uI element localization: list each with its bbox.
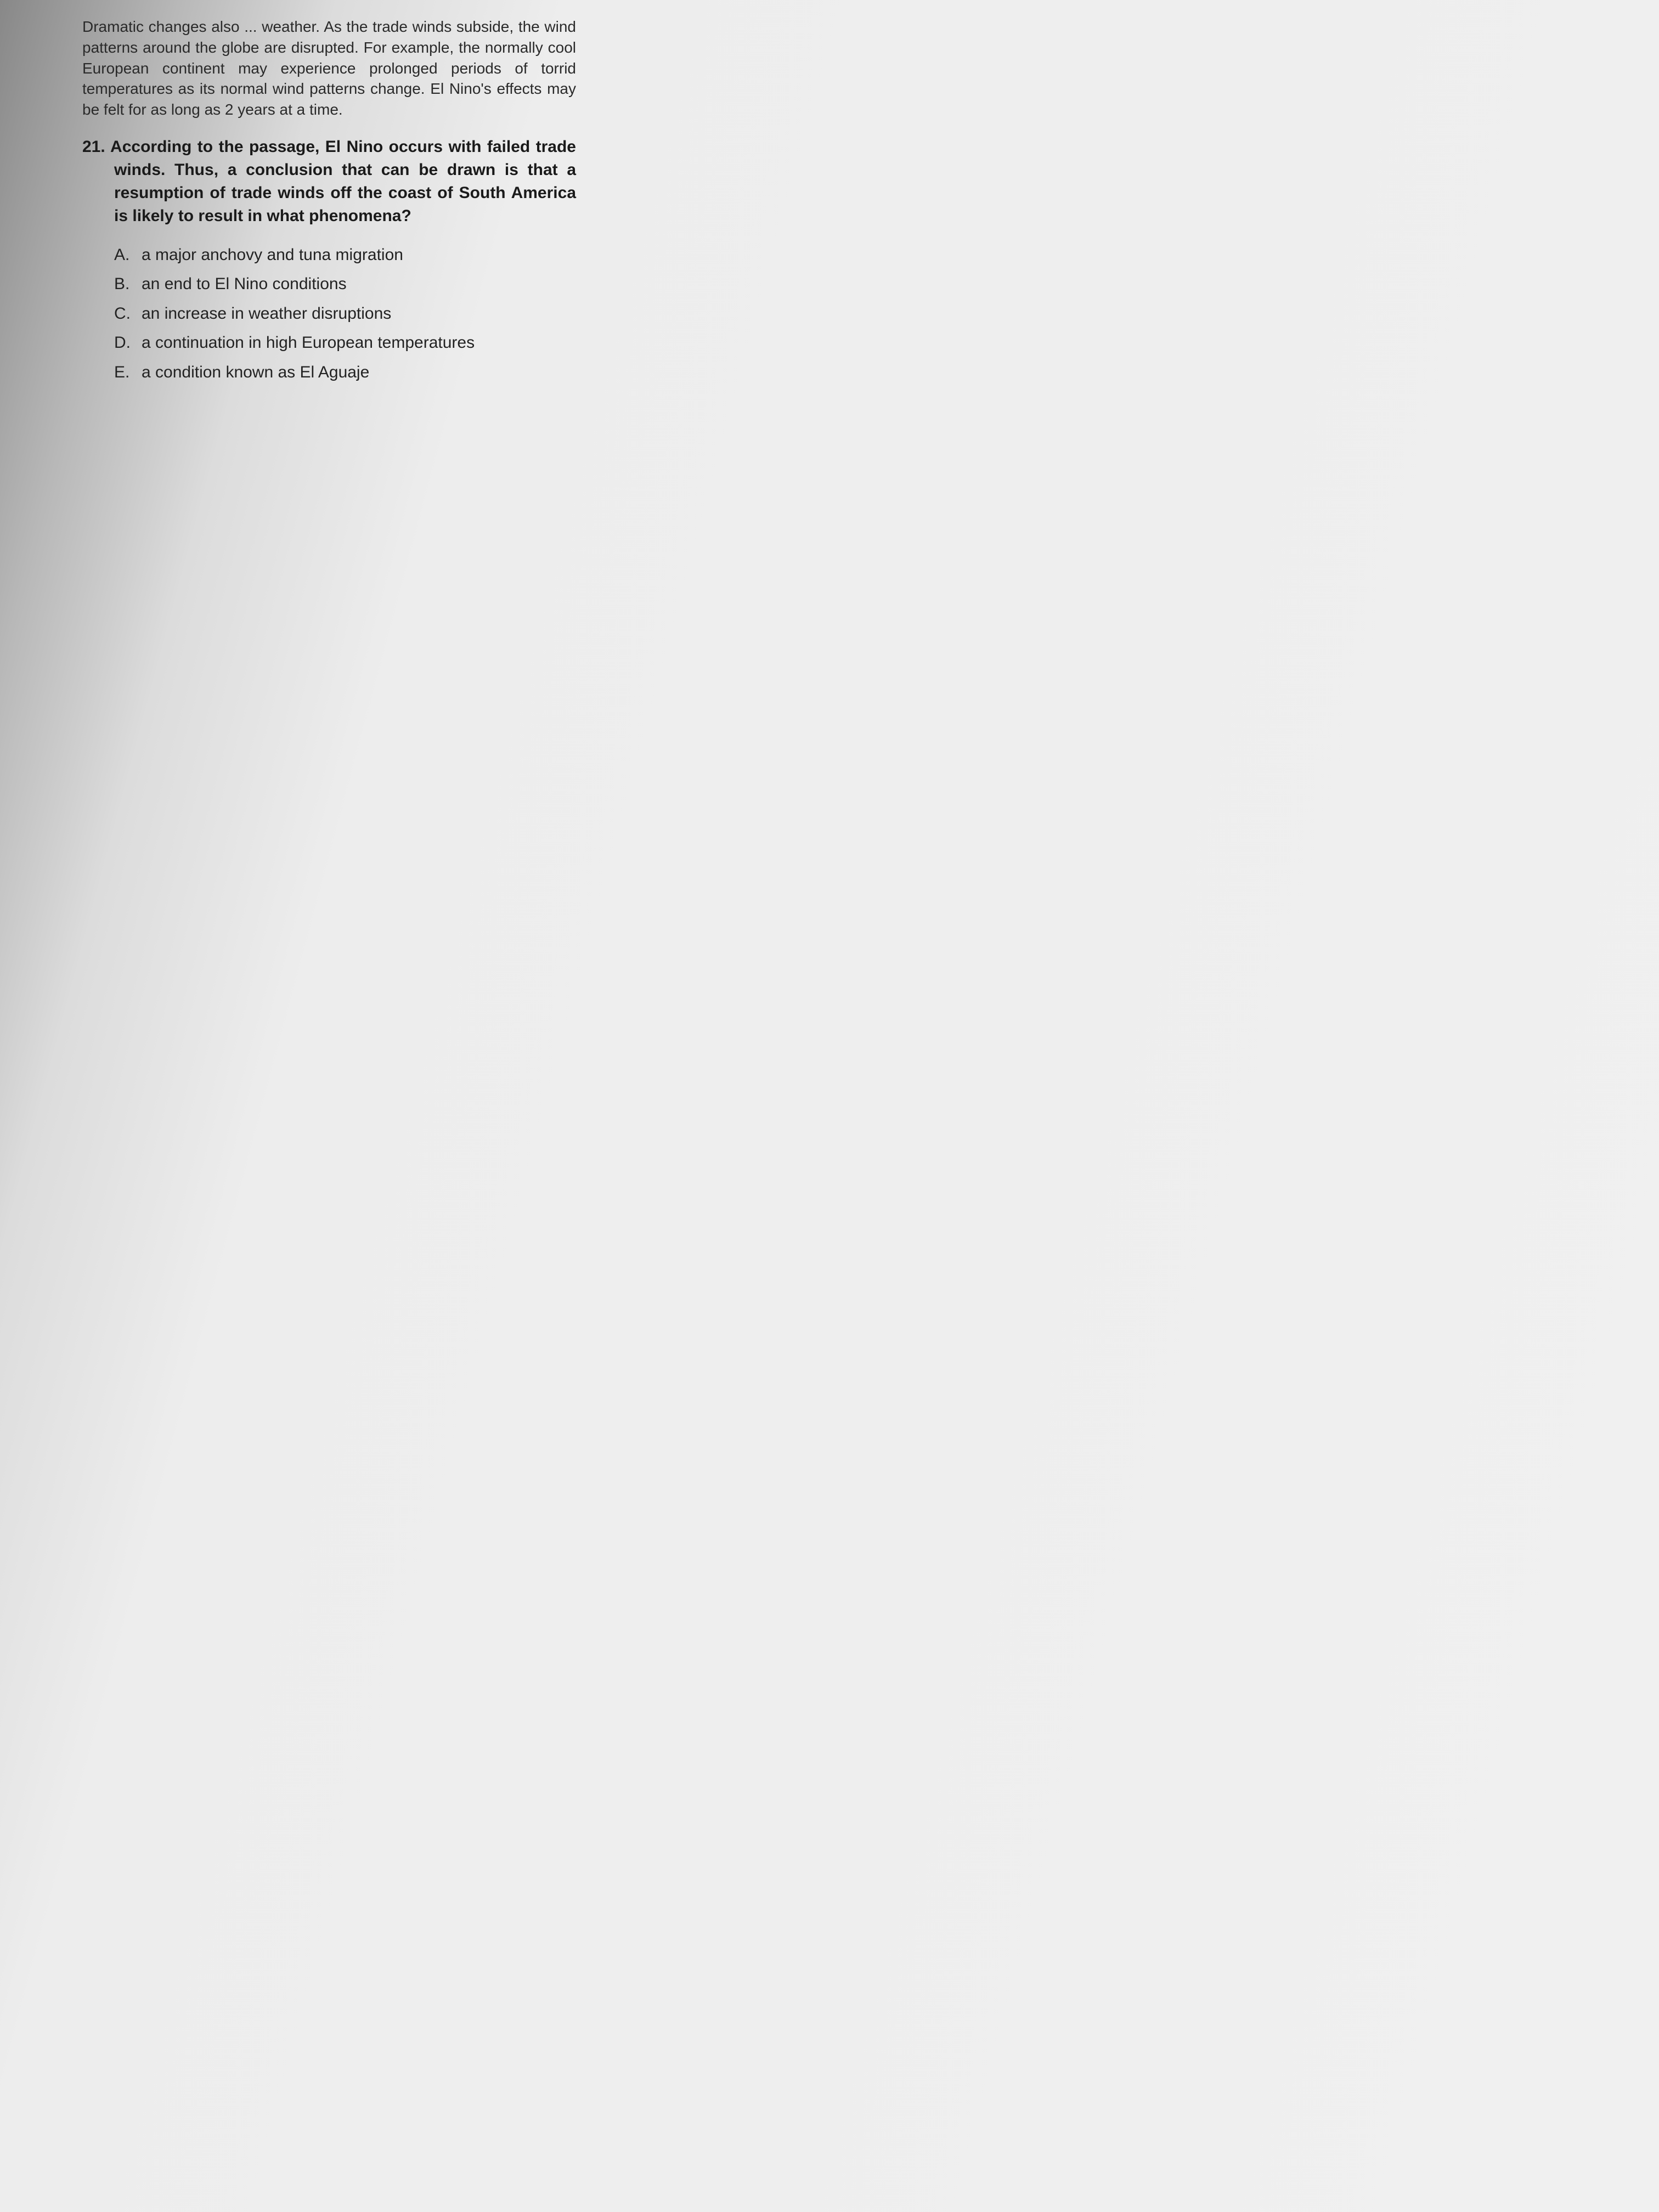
option-text: a major anchovy and tuna migration [142, 243, 576, 267]
option-letter: B. [114, 272, 142, 296]
question-text: 21. According to the passage, El Nino oc… [82, 136, 576, 228]
question-body: According to the passage, El Nino occurs… [110, 138, 576, 225]
option-c: C. an increase in weather disruptions [114, 302, 576, 326]
options-list: A. a major anchovy and tuna migration B.… [82, 243, 576, 385]
option-e: E. a condition known as El Aguaje [114, 360, 576, 385]
option-text: an end to El Nino conditions [142, 272, 576, 296]
option-letter: C. [114, 302, 142, 326]
option-d: D. a continuation in high European tempe… [114, 331, 576, 355]
option-b: B. an end to El Nino conditions [114, 272, 576, 296]
option-text: a condition known as El Aguaje [142, 360, 576, 385]
document-page: Dramatic changes also ... weather. As th… [82, 16, 576, 384]
option-letter: D. [114, 331, 142, 355]
question-number: 21. [82, 138, 105, 156]
passage-text: Dramatic changes also ... weather. As th… [82, 16, 576, 120]
option-letter: E. [114, 360, 142, 385]
option-letter: A. [114, 243, 142, 267]
option-text: an increase in weather disruptions [142, 302, 576, 326]
option-a: A. a major anchovy and tuna migration [114, 243, 576, 267]
question-block: 21. According to the passage, El Nino oc… [82, 136, 576, 228]
option-text: a continuation in high European temperat… [142, 331, 576, 355]
